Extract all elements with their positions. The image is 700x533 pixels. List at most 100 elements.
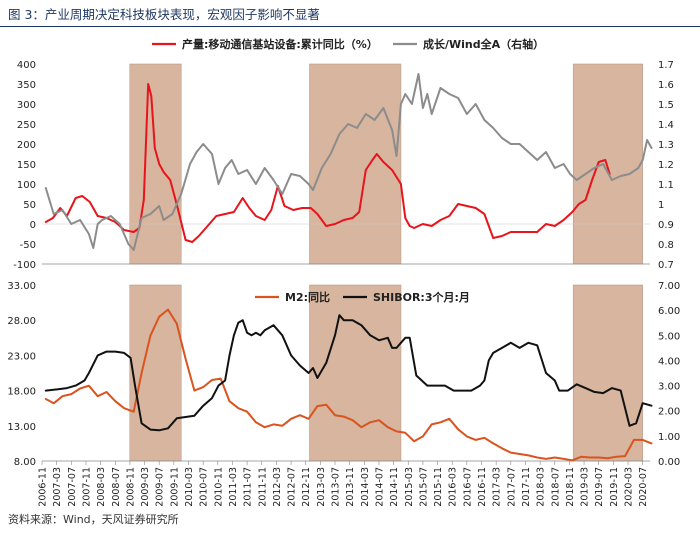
legend-label-orange: M2:同比 <box>285 290 330 304</box>
series-layer <box>44 73 653 462</box>
x-tick-label: 2015-11 <box>433 467 444 507</box>
right-tick-label: 1.2 <box>658 160 674 171</box>
series-line-orange <box>44 308 653 462</box>
right-tick-label: 3.00 <box>658 382 680 393</box>
left-tick-label: 400 <box>17 60 36 71</box>
series-line-red <box>44 83 611 243</box>
legend-layer: 产量:移动通信基站设备:累计同比（%） 成长/Wind全A（右轴） M2:同比 SHI… <box>152 37 544 304</box>
right-tick-label: 1.00 <box>658 432 680 443</box>
right-tick-label: 0.00 <box>658 457 680 468</box>
x-tick-label: 2011-03 <box>228 467 239 507</box>
shaded-period-1-3 <box>572 63 643 265</box>
x-tick-label: 2006-11 <box>38 467 49 507</box>
series-line-black <box>44 314 653 432</box>
left-tick-label: 28.00 <box>7 316 36 327</box>
x-tick-label: 2009-07 <box>155 467 166 507</box>
left-tick-label: 300 <box>17 100 36 111</box>
x-tick-label: 2016-03 <box>448 467 459 507</box>
right-tick-label: 1.7 <box>658 60 674 71</box>
left-tick-label: 23.00 <box>7 351 36 362</box>
left-tick-label: 350 <box>17 80 36 91</box>
x-tick-label: 2015-03 <box>404 467 415 507</box>
x-tick-label: 2009-03 <box>140 467 151 507</box>
left-tick-label: 13.00 <box>7 422 36 433</box>
x-tick-label: 2014-11 <box>389 467 400 507</box>
left-tick-label: 18.00 <box>7 387 36 398</box>
x-tick-label: 2007-03 <box>52 467 63 507</box>
x-tick-label: 2020-07 <box>638 467 649 507</box>
right-tick-label: 0.9 <box>658 220 674 231</box>
x-tick-label: 2018-11 <box>565 467 576 507</box>
left-tick-label: 33.00 <box>7 281 36 292</box>
left-tick-label: 100 <box>17 180 36 191</box>
x-tick-label: 2020-03 <box>624 467 635 507</box>
right-tick-label: 1.1 <box>658 180 674 191</box>
left-tick-label: 50 <box>23 200 36 211</box>
x-tick-label: 2019-11 <box>609 467 620 507</box>
x-tick-label: 2019-07 <box>594 467 605 507</box>
x-tick-label: 2016-07 <box>462 467 473 507</box>
left-tick-label: 250 <box>17 120 36 131</box>
right-tick-label: 1.4 <box>658 120 674 131</box>
x-tick-label: 2013-03 <box>316 467 327 507</box>
x-tick-label: 2015-07 <box>418 467 429 507</box>
x-tick-label: 2010-03 <box>184 467 195 507</box>
left-tick-label: 200 <box>17 140 36 151</box>
x-tick-label: 2011-07 <box>243 467 254 507</box>
x-tick-label: 2017-11 <box>521 467 532 507</box>
legend-label-gray: 成长/Wind全A（右轴） <box>423 37 544 51</box>
shaded-period-2-2 <box>309 284 402 462</box>
x-tick-label: 2013-07 <box>331 467 342 507</box>
x-tick-label: 2011-11 <box>257 467 268 507</box>
shaded-period-layer <box>129 63 643 462</box>
x-tick-label: 2012-03 <box>272 467 283 507</box>
left-tick-label: 0 <box>30 220 36 231</box>
left-tick-label: 8.00 <box>14 457 36 468</box>
x-tick-label: 2013-11 <box>345 467 356 507</box>
left-tick-label: -100 <box>13 260 36 271</box>
x-tick-label: 2008-11 <box>125 467 136 507</box>
x-tick-label: 2007-07 <box>67 467 78 507</box>
right-tick-label: 1.6 <box>658 80 674 91</box>
right-tick-label: 2.00 <box>658 407 680 418</box>
right-tick-label: 6.00 <box>658 306 680 317</box>
x-tick-label: 2019-03 <box>580 467 591 507</box>
x-tick-label: 2007-11 <box>81 467 92 507</box>
shaded-period-2-1 <box>129 284 182 462</box>
shaded-period-2-3 <box>572 284 643 462</box>
x-tick-label: 2016-11 <box>477 467 488 507</box>
x-tick-label: 2014-03 <box>360 467 371 507</box>
x-tick-label: 2018-03 <box>536 467 547 507</box>
x-tick-label: 2010-11 <box>213 467 224 507</box>
x-tick-label: 2012-07 <box>287 467 298 507</box>
x-tick-label: 2008-07 <box>111 467 122 507</box>
right-tick-label: 4.00 <box>658 356 680 367</box>
x-tick-label: 2010-07 <box>199 467 210 507</box>
right-tick-label: 5.00 <box>658 331 680 342</box>
series-line-gray <box>44 73 653 251</box>
legend-label-black: SHIBOR:3个月:月 <box>373 290 470 304</box>
right-tick-label: 0.8 <box>658 240 674 251</box>
x-tick-label: 2008-03 <box>96 467 107 507</box>
legend-label-red: 产量:移动通信基站设备:累计同比（%） <box>182 37 378 51</box>
right-tick-label: 0.7 <box>658 260 674 271</box>
x-tick-label: 2017-07 <box>506 467 517 507</box>
right-tick-label: 7.00 <box>658 281 680 292</box>
title-divider <box>0 26 700 27</box>
right-tick-label: 1.5 <box>658 100 674 111</box>
source-note: 资料来源：Wind，天风证券研究所 <box>8 513 179 526</box>
axis-layer: -100 -50 0 50 100 150 200 250 300 350 400 0.7 0.8 0.9… <box>7 60 680 507</box>
left-tick-label: -50 <box>20 240 36 251</box>
x-tick-label: 2017-03 <box>492 467 503 507</box>
right-tick-label: 1.3 <box>658 140 674 151</box>
x-tick-label: 2014-07 <box>374 467 385 507</box>
right-tick-label: 1 <box>658 200 664 211</box>
figure-title: 图 3：产业周期决定科技板块表现，宏观因子影响不显著 <box>8 7 320 22</box>
left-tick-label: 150 <box>17 160 36 171</box>
x-tick-label: 2009-11 <box>169 467 180 507</box>
x-tick-label: 2012-11 <box>301 467 312 507</box>
x-tick-label: 2018-07 <box>550 467 561 507</box>
shaded-period-1-1 <box>129 63 182 265</box>
